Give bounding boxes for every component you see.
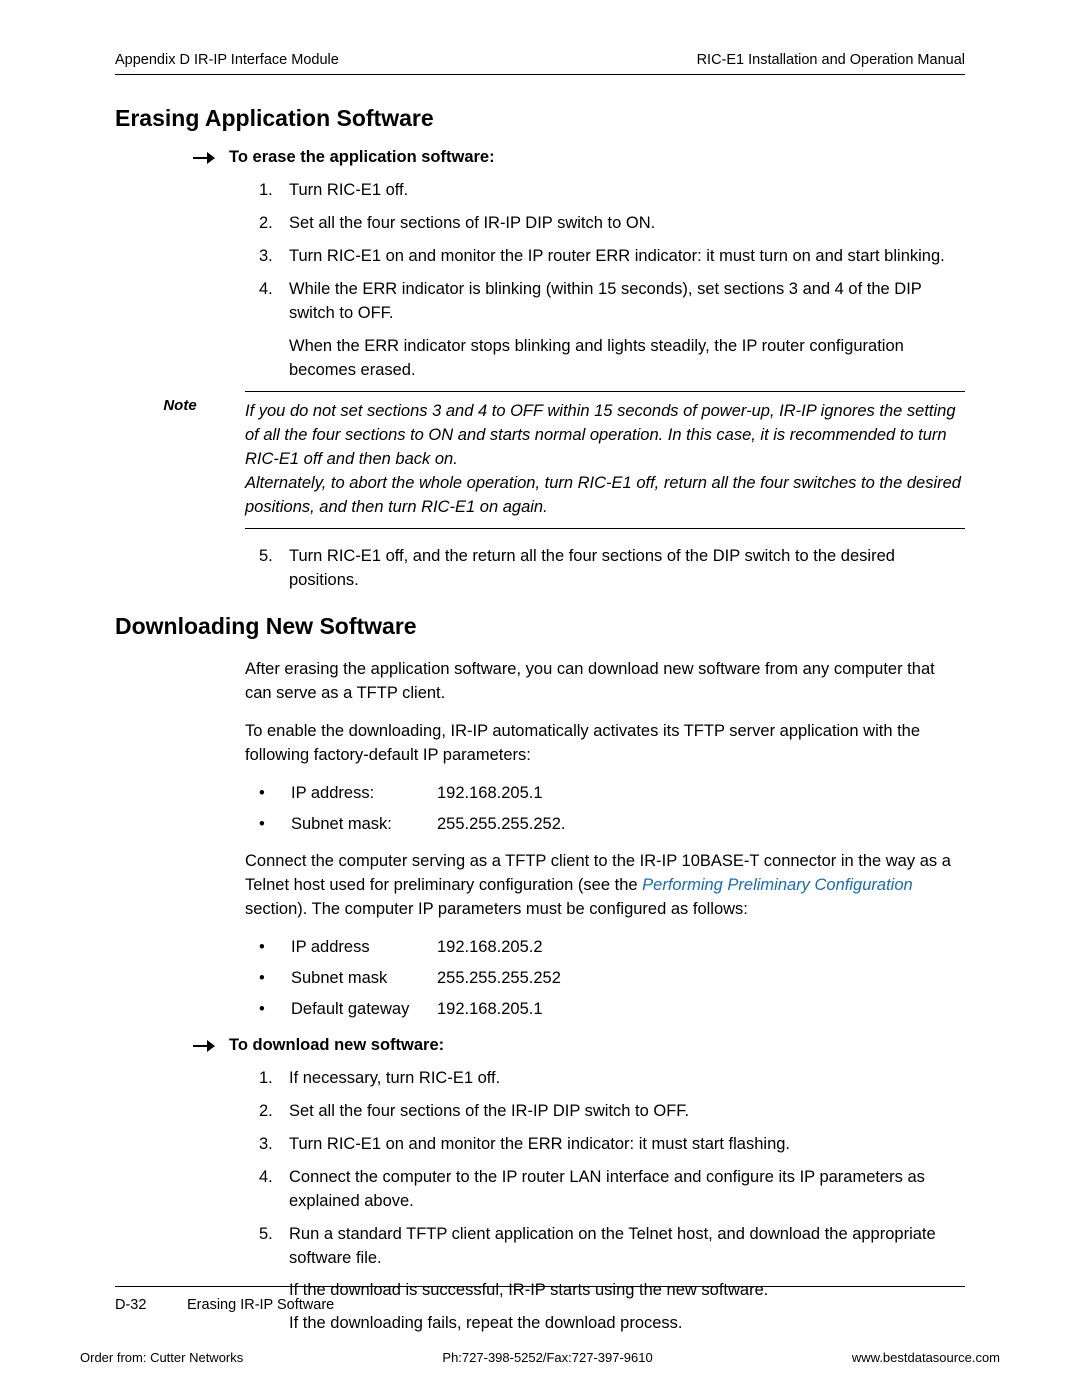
step-text: Connect the computer to the IP router LA… <box>289 1166 965 1214</box>
step-number: 2. <box>259 212 289 236</box>
bullet-icon: • <box>259 936 291 960</box>
page-number: D-32 <box>115 1297 187 1313</box>
order-right: www.bestdatasource.com <box>852 1350 1000 1365</box>
procedure-heading-download: To download new software: <box>229 1036 965 1055</box>
header-right: RIC-E1 Installation and Operation Manual <box>697 52 965 68</box>
step-number: 5. <box>259 1223 289 1271</box>
note-body: If you do not set sections 3 and 4 to OF… <box>245 391 965 529</box>
list-item: 2.Set all the four sections of the IR-IP… <box>259 1100 965 1124</box>
arrow-icon <box>193 151 215 170</box>
paragraph-with-link: Connect the computer serving as a TFTP c… <box>245 850 965 922</box>
param-value: 255.255.255.252. <box>437 813 565 837</box>
procedure-heading-erase: To erase the application software: <box>229 148 965 167</box>
body-block: After erasing the application software, … <box>245 658 965 1022</box>
bullet-item: •Default gateway192.168.205.1 <box>259 998 965 1022</box>
step-text: Turn RIC-E1 off, and the return all the … <box>289 545 965 593</box>
step-number: 2. <box>259 1100 289 1124</box>
bullet-item: •IP address:192.168.205.1 <box>259 782 965 806</box>
step-number: 3. <box>259 1133 289 1157</box>
header-right-rest: Installation and Operation Manual <box>744 52 965 68</box>
order-footer: Order from: Cutter Networks Ph:727-398-5… <box>80 1350 1000 1365</box>
procedure-erase: To erase the application software: 1.Tur… <box>229 148 965 382</box>
bullet-icon: • <box>259 967 291 991</box>
proc-title-text: To erase the application software: <box>229 148 495 166</box>
param-value: 192.168.205.1 <box>437 998 543 1022</box>
page-header: Appendix D IR-IP Interface Module RIC-E1… <box>115 52 965 75</box>
note-block: Note If you do not set sections 3 and 4 … <box>115 391 965 529</box>
order-left: Order from: Cutter Networks <box>80 1350 243 1365</box>
step-text: While the ERR indicator is blinking (wit… <box>289 278 965 326</box>
step-number: 3. <box>259 245 289 269</box>
step-text: Turn RIC-E1 on and monitor the ERR indic… <box>289 1133 965 1157</box>
bullet-icon: • <box>259 998 291 1022</box>
footer-title: Erasing IR-IP Software <box>187 1297 334 1313</box>
bullet-list-params2: •IP address192.168.205.2 •Subnet mask255… <box>245 936 965 1022</box>
bullet-item: •Subnet mask255.255.255.252 <box>259 967 965 991</box>
bullet-item: •Subnet mask:255.255.255.252. <box>259 813 965 837</box>
list-item: 4.Connect the computer to the IP router … <box>259 1166 965 1214</box>
param-label: Subnet mask <box>291 967 437 991</box>
paragraph: To enable the downloading, IR-IP automat… <box>245 720 965 768</box>
list-item: 5.Run a standard TFTP client application… <box>259 1223 965 1271</box>
list-item: 1.Turn RIC-E1 off. <box>259 179 965 203</box>
step-text: Set all the four sections of IR-IP DIP s… <box>289 212 965 236</box>
list-item: 3.Turn RIC-E1 on and monitor the IP rout… <box>259 245 965 269</box>
ordered-list-erase-cont: 5.Turn RIC-E1 off, and the return all th… <box>259 545 965 593</box>
step-text: Set all the four sections of the IR-IP D… <box>289 1100 965 1124</box>
param-value: 192.168.205.2 <box>437 936 543 960</box>
proc-title-text: To download new software: <box>229 1036 444 1054</box>
step-text: Run a standard TFTP client application o… <box>289 1223 965 1271</box>
step-result: When the ERR indicator stops blinking an… <box>289 335 965 383</box>
bullet-list-params1: •IP address:192.168.205.1 •Subnet mask:2… <box>245 782 965 837</box>
procedure-erase-continued: 5.Turn RIC-E1 off, and the return all th… <box>229 545 965 593</box>
param-value: 255.255.255.252 <box>437 967 561 991</box>
link-preliminary-config[interactable]: Performing Preliminary Configuration <box>642 876 913 894</box>
section-heading-downloading: Downloading New Software <box>115 613 965 640</box>
list-item: 4.While the ERR indicator is blinking (w… <box>259 278 965 326</box>
step-number: 4. <box>259 278 289 326</box>
ordered-list-download: 1.If necessary, turn RIC-E1 off. 2.Set a… <box>259 1067 965 1270</box>
step-text: Turn RIC-E1 on and monitor the IP router… <box>289 245 965 269</box>
list-item: 3.Turn RIC-E1 on and monitor the ERR ind… <box>259 1133 965 1157</box>
bullet-item: •IP address192.168.205.2 <box>259 936 965 960</box>
param-label: Default gateway <box>291 998 437 1022</box>
paragraph: After erasing the application software, … <box>245 658 965 706</box>
step-text: Turn RIC-E1 off. <box>289 179 965 203</box>
param-label: Subnet mask: <box>291 813 437 837</box>
order-center: Ph:727-398-5252/Fax:727-397-9610 <box>442 1350 652 1365</box>
note-label: Note <box>115 391 245 529</box>
step-text: If necessary, turn RIC-E1 off. <box>289 1067 965 1091</box>
section-heading-erasing: Erasing Application Software <box>115 105 965 132</box>
step-result: If the downloading fails, repeat the dow… <box>289 1312 965 1336</box>
header-right-bold: RIC-E1 <box>697 52 745 68</box>
step-number: 1. <box>259 179 289 203</box>
header-left: Appendix D IR-IP Interface Module <box>115 52 339 68</box>
arrow-icon <box>193 1039 215 1058</box>
step-number: 1. <box>259 1067 289 1091</box>
list-item: 1.If necessary, turn RIC-E1 off. <box>259 1067 965 1091</box>
para3-post: section). The computer IP parameters mus… <box>245 900 748 918</box>
param-label: IP address: <box>291 782 437 806</box>
param-value: 192.168.205.1 <box>437 782 543 806</box>
list-item: 5.Turn RIC-E1 off, and the return all th… <box>259 545 965 593</box>
bullet-icon: • <box>259 782 291 806</box>
step-number: 4. <box>259 1166 289 1214</box>
param-label: IP address <box>291 936 437 960</box>
step-number: 5. <box>259 545 289 593</box>
bullet-icon: • <box>259 813 291 837</box>
ordered-list-erase: 1.Turn RIC-E1 off. 2.Set all the four se… <box>259 179 965 326</box>
page-footer: D-32 Erasing IR-IP Software <box>115 1286 965 1313</box>
list-item: 2.Set all the four sections of IR-IP DIP… <box>259 212 965 236</box>
